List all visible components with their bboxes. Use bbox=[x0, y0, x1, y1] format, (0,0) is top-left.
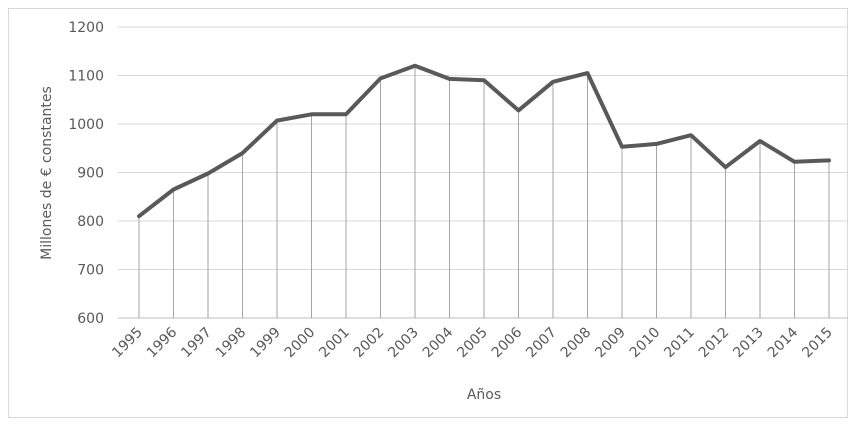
x-tick-label: 1998 bbox=[213, 325, 250, 362]
chart-frame bbox=[8, 8, 848, 418]
x-tick-label: 2007 bbox=[523, 325, 560, 362]
y-tick-label: 1000 bbox=[68, 117, 104, 133]
x-tick-label: 2012 bbox=[696, 325, 733, 362]
x-tick-label: 2004 bbox=[420, 324, 457, 361]
drop-lines bbox=[138, 65, 830, 318]
x-tick-label: 2006 bbox=[489, 324, 526, 361]
x-tick-label: 2001 bbox=[316, 325, 353, 362]
x-tick-label: 2015 bbox=[799, 325, 836, 362]
gridlines bbox=[118, 26, 848, 319]
x-tick-label: 2005 bbox=[454, 325, 491, 362]
x-tick-label: 2003 bbox=[385, 325, 422, 362]
x-axis-ticks: 1995199619971998199920002001200220032004… bbox=[109, 324, 836, 361]
y-tick-label: 700 bbox=[77, 263, 104, 279]
x-tick-label: 2002 bbox=[351, 325, 388, 362]
x-axis-title: Años bbox=[467, 387, 501, 403]
series-layer bbox=[137, 63, 831, 219]
x-tick-label: 1996 bbox=[144, 324, 181, 361]
x-tick-label: 2014 bbox=[765, 324, 802, 361]
y-axis-title: Millones de € constantes bbox=[39, 86, 55, 260]
y-tick-label: 1100 bbox=[68, 69, 104, 85]
y-tick-label: 800 bbox=[77, 214, 104, 230]
x-tick-label: 1999 bbox=[247, 325, 284, 362]
x-tick-label: 2008 bbox=[558, 325, 595, 362]
x-tick-label: 2009 bbox=[592, 325, 629, 362]
x-tick-label: 2000 bbox=[282, 325, 319, 362]
y-tick-label: 900 bbox=[77, 166, 104, 182]
x-tick-label: 2010 bbox=[627, 325, 664, 362]
x-tick-label: 2011 bbox=[661, 325, 698, 362]
y-axis-ticks: 600 700 800 900 1000 1100 1200 bbox=[68, 20, 104, 327]
x-tick-label: 2013 bbox=[730, 325, 767, 362]
x-tick-label: 1997 bbox=[178, 325, 215, 362]
y-tick-label: 600 bbox=[77, 311, 104, 327]
x-tick-label: 1995 bbox=[109, 325, 146, 362]
y-tick-label: 1200 bbox=[68, 20, 104, 36]
